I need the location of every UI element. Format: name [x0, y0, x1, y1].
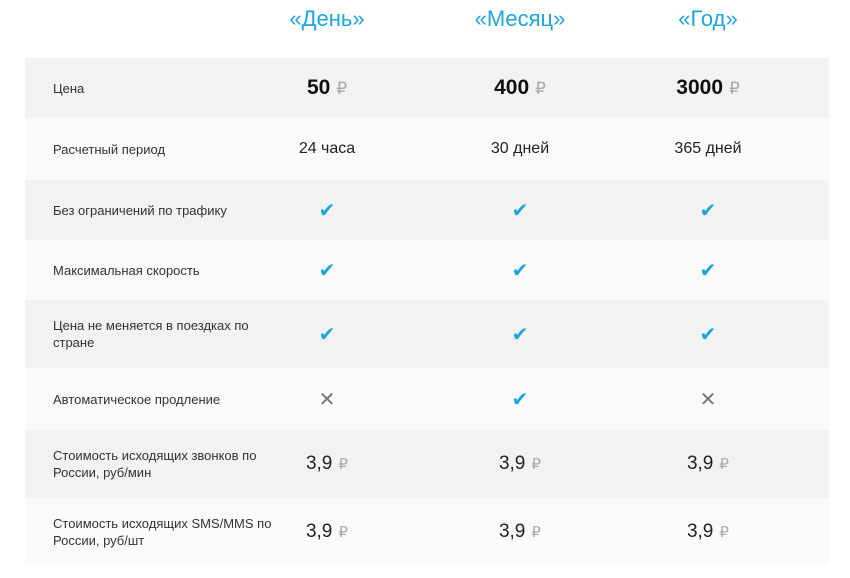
- table-row: Максимальная скорость ✔ ✔ ✔: [25, 240, 829, 300]
- ruble-icon: ₽: [531, 456, 542, 473]
- table-row: Цена 50 ₽400 ₽3000 ₽: [25, 58, 829, 118]
- checkmark-icon: ✔: [511, 259, 529, 282]
- row-label: Автоматическое продление: [53, 391, 221, 407]
- checkmark-icon: ✔: [699, 199, 717, 222]
- ruble-icon: ₽: [338, 456, 349, 473]
- value-text: 30 дней: [490, 140, 550, 157]
- value-text: 3,9: [305, 520, 333, 542]
- cell-value: 3,9 ₽: [499, 453, 541, 475]
- plan-header-month: «Месяц»: [474, 6, 566, 31]
- cell-value: 365 дней: [674, 140, 741, 158]
- cell-value: 3000 ₽: [676, 76, 739, 100]
- row-label: Максимальная скорость: [53, 262, 200, 278]
- ruble-icon: ₽: [719, 523, 730, 541]
- value-text: 3,9: [305, 453, 333, 474]
- ruble-icon: ₽: [535, 79, 546, 98]
- checkmark-icon: ✔: [511, 199, 529, 222]
- ruble-icon: ₽: [336, 79, 348, 98]
- cell-value: 400 ₽: [494, 76, 546, 100]
- plan-header-year: «Год»: [678, 6, 738, 31]
- table-row: Стоимость исходящих SMS/MMS по России, р…: [25, 498, 829, 565]
- cell-value: 30 дней: [491, 140, 549, 158]
- cell-value: 3,9 ₽: [687, 521, 729, 543]
- checkmark-icon: ✔: [511, 323, 529, 346]
- comparison-table: Цена 50 ₽400 ₽3000 ₽ Расчетный период 24 часа 3…: [25, 58, 829, 565]
- checkmark-icon: ✔: [318, 323, 336, 346]
- value-text: 400: [494, 76, 530, 99]
- table-row: Цена не меняется в поездках по стране ✔ ✔ ✔: [25, 300, 829, 368]
- cross-icon: ✕: [318, 388, 336, 411]
- cell-value: 3,9 ₽: [306, 521, 348, 543]
- value-text: 24 часа: [298, 140, 356, 157]
- value-text: 3,9: [686, 520, 714, 542]
- row-label: Цена не меняется в поездках по стране: [53, 318, 249, 350]
- table-row: Без ограничений по трафику ✔ ✔ ✔: [25, 180, 829, 240]
- ruble-icon: ₽: [531, 523, 542, 541]
- cell-value: 24 часа: [299, 140, 355, 158]
- table-row: Автоматическое продление ✕ ✔ ✕: [25, 368, 829, 430]
- cell-value: 50 ₽: [307, 76, 347, 100]
- cell-value: 3,9 ₽: [499, 521, 541, 543]
- checkmark-icon: ✔: [511, 388, 529, 411]
- table-row: Расчетный период 24 часа 30 дней 365 дней: [25, 118, 829, 180]
- ruble-icon: ₽: [729, 79, 740, 98]
- value-text: 365 дней: [674, 140, 742, 157]
- plan-header-day: «День»: [289, 6, 365, 31]
- ruble-icon: ₽: [719, 456, 730, 473]
- checkmark-icon: ✔: [699, 259, 717, 282]
- value-text: 3,9: [686, 453, 714, 474]
- cell-value: 3,9 ₽: [687, 453, 729, 475]
- row-label: Без ограничений по трафику: [53, 202, 227, 218]
- row-label: Расчетный период: [53, 141, 166, 157]
- checkmark-icon: ✔: [699, 323, 717, 346]
- value-text: 3,9: [498, 453, 526, 474]
- value-text: 3000: [676, 76, 724, 99]
- value-text: 3,9: [498, 520, 526, 542]
- checkmark-icon: ✔: [318, 199, 336, 222]
- table-row: Стоимость исходящих звонков по России, р…: [25, 430, 829, 498]
- value-text: 50: [306, 76, 331, 99]
- row-label: Стоимость исходящих звонков по России, р…: [53, 448, 257, 480]
- row-label: Цена: [53, 80, 85, 96]
- ruble-icon: ₽: [338, 523, 349, 541]
- cell-value: 3,9 ₽: [306, 453, 348, 475]
- row-label: Стоимость исходящих SMS/MMS по России, р…: [53, 515, 272, 548]
- cross-icon: ✕: [699, 388, 717, 411]
- checkmark-icon: ✔: [318, 259, 336, 282]
